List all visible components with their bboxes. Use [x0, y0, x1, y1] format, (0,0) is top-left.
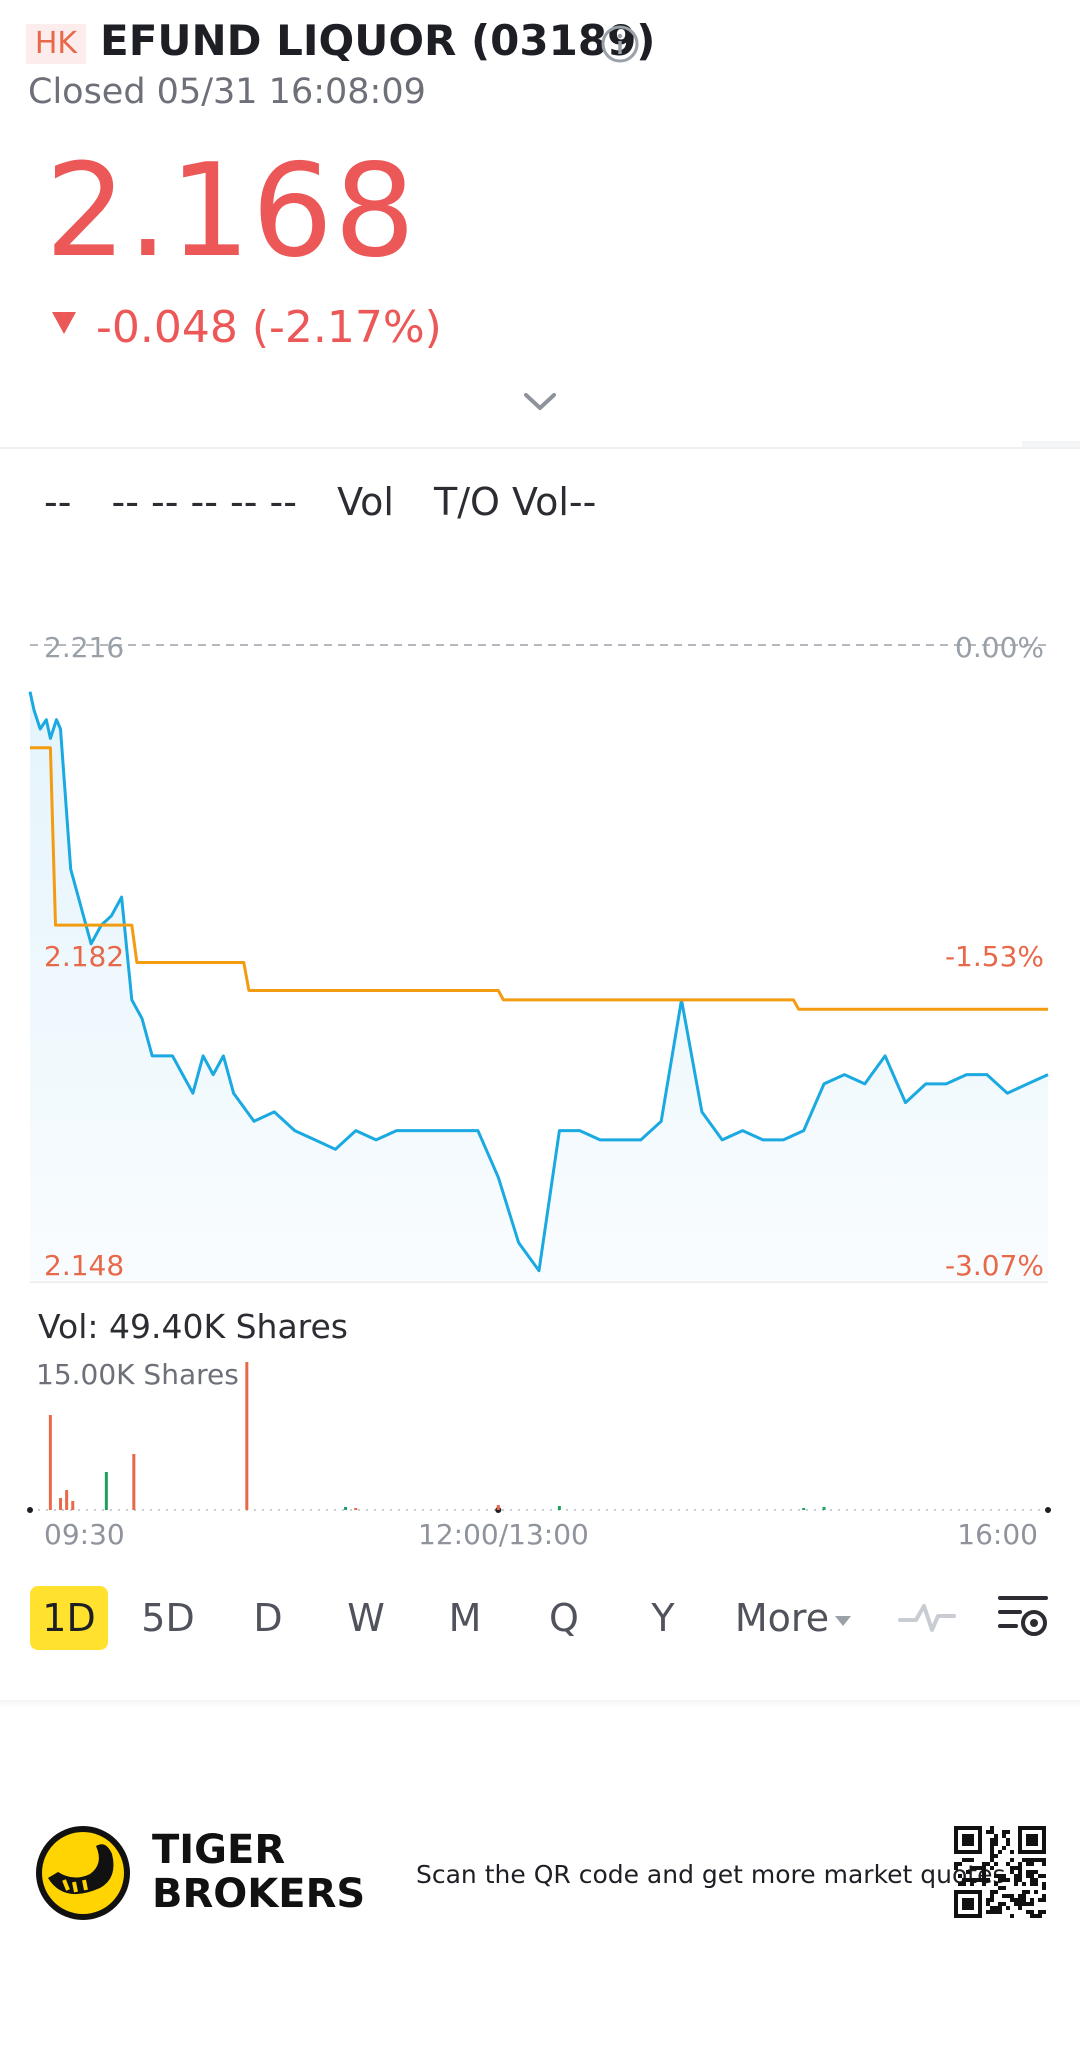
volume-total: Vol: 49.40K Shares — [38, 1307, 349, 1346]
volume-scale: 15.00K Shares — [36, 1358, 239, 1391]
volume-bar — [65, 1490, 69, 1510]
market-status: Closed 05/31 16:08:09 — [28, 72, 426, 112]
turnover-vol-indicator: T/O Vol-- — [434, 480, 597, 524]
y-axis-label-top: 2.216 — [44, 631, 125, 664]
volume-start-dot — [27, 1507, 33, 1513]
volume-bar — [48, 1415, 52, 1510]
period-tab-q[interactable]: Q — [549, 1596, 579, 1640]
price-area-fill — [30, 691, 1048, 1280]
brand-name: TIGER BROKERS — [152, 1828, 365, 1916]
chevron-down-icon[interactable] — [522, 390, 558, 414]
average-price-line — [30, 746, 1048, 1011]
volume-bar — [496, 1505, 500, 1510]
period-tab-m[interactable]: M — [448, 1596, 482, 1640]
y-axis-percent-top: 0.00% — [955, 631, 1044, 664]
period-more-dropdown[interactable]: More — [728, 1586, 858, 1650]
x-tick-open: 09:30 — [44, 1518, 125, 1551]
down-arrow-icon — [52, 312, 76, 334]
volume-bar — [354, 1508, 358, 1510]
volume-bar — [802, 1508, 806, 1510]
volume-bar — [822, 1507, 826, 1510]
market-badge: HK — [26, 24, 86, 64]
last-price: 2.168 — [45, 137, 417, 286]
x-tick-midday: 12:00/13:00 — [418, 1518, 589, 1551]
volume-bar — [557, 1506, 561, 1510]
period-tab-y[interactable]: Y — [651, 1596, 675, 1640]
intraday-chart[interactable] — [0, 600, 1080, 1520]
x-tick-close: 16:00 — [957, 1518, 1038, 1551]
pulse-icon[interactable] — [898, 1596, 956, 1638]
volume-bar — [71, 1501, 75, 1510]
brand-line-2: BROKERS — [152, 1871, 366, 1917]
price-change: -0.048 (-2.17%) — [96, 302, 442, 353]
price-line — [28, 691, 1049, 1273]
period-tab-1d[interactable]: 1D — [30, 1586, 108, 1650]
period-tab-5d[interactable]: 5D — [141, 1596, 195, 1640]
tiger-logo-icon — [36, 1826, 130, 1920]
vol-indicator: Vol — [337, 480, 394, 524]
quote-header: HK EFUND LIQUOR (03189) Closed 05/31 16:… — [0, 0, 1080, 446]
divider-accent — [1022, 441, 1080, 447]
period-selector: 1D 5D D W M Q Y More — [0, 1578, 1080, 1658]
period-tab-w[interactable]: W — [347, 1596, 385, 1640]
more-label: More — [734, 1596, 830, 1640]
section-divider — [0, 447, 1080, 449]
caret-down-icon — [835, 1615, 852, 1626]
indicator-row[interactable]: -- -- -- -- -- -- Vol T/O Vol-- — [44, 480, 624, 524]
volume-bar — [132, 1454, 136, 1510]
y-axis-label-bottom: 2.148 — [44, 1249, 125, 1282]
card-shadow — [0, 1700, 1080, 1708]
info-icon[interactable] — [600, 24, 640, 64]
y-axis-percent-mid: -1.53% — [944, 940, 1044, 973]
promo-footer: TIGER BROKERS Scan the QR code and get m… — [0, 1800, 1080, 1960]
volume-bar — [59, 1498, 63, 1510]
chart-settings-icon[interactable] — [996, 1592, 1050, 1640]
y-axis-label-mid: 2.182 — [44, 940, 125, 973]
volume-bar — [104, 1472, 108, 1510]
brand-line-1: TIGER — [152, 1827, 286, 1873]
period-tab-d[interactable]: D — [253, 1596, 283, 1640]
ma-values-placeholder: -- -- -- -- -- — [111, 480, 297, 524]
volume-end-dot — [1045, 1507, 1051, 1513]
qr-code — [954, 1826, 1046, 1918]
y-axis-percent-bottom: -3.07% — [944, 1249, 1044, 1282]
stock-title: EFUND LIQUOR (03189) — [100, 16, 656, 65]
ma-placeholder: -- — [44, 480, 72, 524]
volume-bar — [245, 1362, 249, 1510]
volume-bar — [344, 1507, 348, 1510]
scan-prompt: Scan the QR code and get more market quo… — [416, 1860, 1006, 1889]
